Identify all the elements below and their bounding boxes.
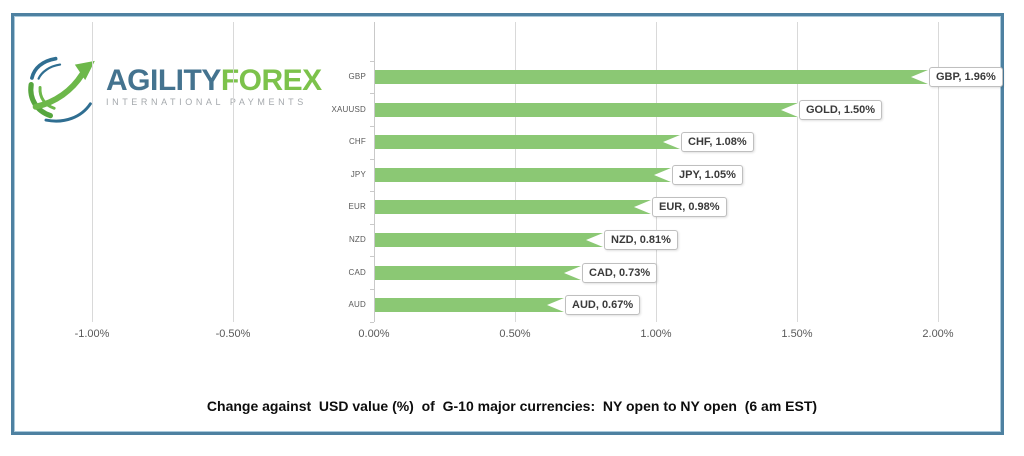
category-label-xauusd: XAUUSD — [331, 104, 366, 114]
brand-tagline: INTERNATIONAL PAYMENTS — [106, 97, 307, 107]
x-axis-tick-label: 0.00% — [358, 328, 390, 340]
data-label-eur: EUR, 0.98% — [652, 197, 727, 218]
x-axis-tick-label: -0.50% — [215, 328, 251, 340]
callout-wedge — [634, 200, 651, 215]
category-axis-tick — [370, 256, 374, 258]
callout-wedge — [663, 135, 680, 150]
gridline — [797, 22, 798, 322]
bar-aud — [375, 298, 564, 313]
x-axis-tick-label: 2.00% — [922, 328, 954, 340]
data-label-gbp: GBP, 1.96% — [929, 67, 1003, 87]
data-label-nzd: NZD, 0.81% — [604, 230, 678, 250]
data-label-chf: CHF, 1.08% — [681, 132, 754, 153]
category-label-jpy: JPY — [350, 169, 366, 179]
globe-arrow-icon — [26, 52, 100, 131]
callout-wedge — [654, 167, 671, 182]
logo: AGILITYFOREX INTERNATIONAL PAYMENTS — [26, 50, 322, 131]
gridline — [92, 22, 93, 322]
chart-plot-area: -1.00% -0.50% 0.00% 0.50% 1.00% 1.50% 2.00% GBP… — [75, 22, 1003, 340]
bar-nzd — [375, 233, 603, 247]
category-axis-tick — [370, 223, 374, 225]
bar-cad — [375, 265, 581, 280]
x-axis-tick-label: 0.50% — [499, 328, 531, 340]
gridline — [938, 22, 939, 322]
x-axis-tick-label: -1.00% — [74, 328, 110, 340]
callout-wedge — [547, 298, 564, 313]
category-label-eur: EUR — [348, 202, 366, 212]
category-axis-tick — [370, 288, 374, 290]
category-axis-line — [374, 22, 375, 322]
brand-name: AGILITYFOREX — [106, 66, 322, 96]
callout-wedge — [586, 233, 603, 247]
category-label-gbp: GBP — [348, 72, 366, 81]
x-axis-tick-label: 1.50% — [781, 328, 813, 340]
category-axis-tick — [370, 93, 374, 95]
category-label-chf: CHF — [348, 137, 366, 147]
category-axis-tick — [370, 60, 374, 62]
category-axis-tick — [370, 125, 374, 127]
data-label-aud: AUD, 0.67% — [565, 295, 641, 316]
bar-gbp — [375, 70, 928, 84]
category-axis-tick — [370, 191, 374, 193]
brand-forex: FOREX — [220, 64, 322, 97]
data-label-cad: CAD, 0.73% — [582, 262, 658, 283]
data-label-xauusd: GOLD, 1.50% — [799, 99, 883, 120]
gridline — [233, 22, 234, 322]
category-axis-tick — [370, 321, 374, 323]
brand-agility: AGILITY — [106, 64, 221, 97]
x-axis-tick-label: 1.00% — [640, 328, 672, 340]
bar-xauusd — [375, 102, 798, 117]
callout-wedge — [911, 70, 928, 84]
bar-chf — [375, 135, 680, 150]
category-label-nzd: NZD — [348, 235, 366, 244]
bar-eur — [375, 200, 651, 215]
data-label-jpy: JPY, 1.05% — [672, 164, 743, 185]
callout-wedge — [564, 265, 581, 280]
callout-wedge — [781, 102, 798, 117]
category-label-aud: AUD — [348, 300, 366, 310]
category-axis-tick — [370, 158, 374, 160]
category-label-cad: CAD — [348, 267, 366, 277]
chart-caption: Change against USD value (%) of G-10 maj… — [206, 398, 818, 414]
bar-jpy — [375, 167, 671, 182]
